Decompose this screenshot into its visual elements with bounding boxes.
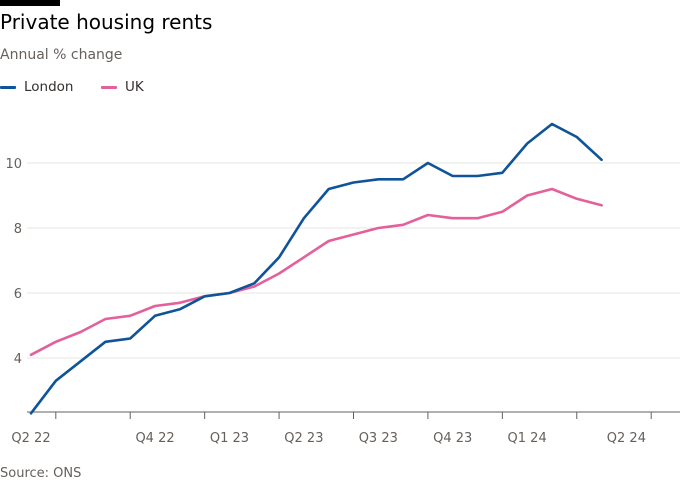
chart-subtitle: Annual % change	[0, 47, 123, 63]
source-note: Source: ONS	[0, 466, 82, 481]
x-tick-label-q1-23: Q1 23	[210, 431, 249, 446]
x-tick-label-q1-24: Q1 24	[508, 431, 547, 446]
x-tick-label-q3-23: Q3 23	[359, 431, 398, 446]
y-tick-label-4: 4	[14, 352, 22, 367]
x-tick-label-q2-24: Q2 24	[607, 431, 646, 446]
x-tick-label-q2-22: Q2 22	[11, 431, 50, 446]
series-line-london	[29, 122, 603, 415]
legend-label-uk: UK	[125, 79, 144, 95]
y-tick-label-8: 8	[14, 222, 22, 237]
series-line-uk	[29, 187, 603, 357]
x-tick-label-q4-22: Q4 22	[135, 431, 174, 446]
chart-title: Private housing rents	[0, 10, 213, 34]
legend-swatch-london	[0, 85, 16, 89]
legend-item-london: London	[0, 79, 74, 95]
y-tick-label-6: 6	[14, 287, 22, 302]
x-tick-label-q4-23: Q4 23	[433, 431, 472, 446]
y-tick-label-10: 10	[5, 157, 22, 172]
brand-bar	[0, 0, 60, 6]
legend-swatch-uk	[101, 85, 117, 89]
legend-label-london: London	[24, 79, 74, 95]
x-tick-label-q2-23: Q2 23	[284, 431, 323, 446]
legend-item-uk: UK	[101, 79, 144, 95]
